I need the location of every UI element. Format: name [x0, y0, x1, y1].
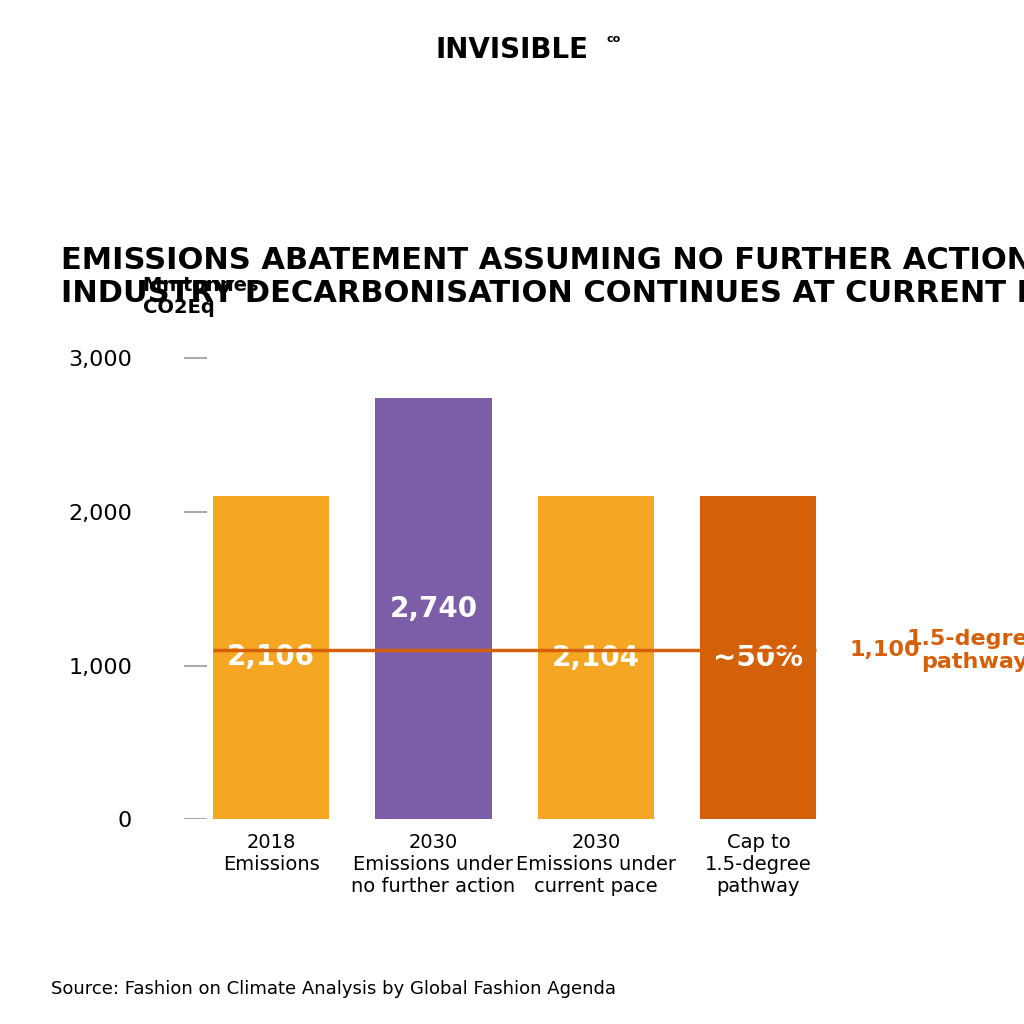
Text: INVISIBLE: INVISIBLE: [435, 36, 589, 63]
Text: Source: Fashion on Climate Analysis by Global Fashion Agenda: Source: Fashion on Climate Analysis by G…: [51, 980, 616, 998]
Text: ~50%: ~50%: [714, 644, 804, 672]
Bar: [213, 496, 329, 819]
Text: 2,106: 2,106: [227, 643, 315, 672]
Text: 1.5-degree
pathway: 1.5-degree pathway: [906, 629, 1024, 672]
Bar: [376, 398, 492, 819]
Text: 2,740: 2,740: [389, 595, 477, 623]
Bar: [538, 496, 654, 819]
Text: 1,100: 1,100: [850, 640, 921, 660]
Bar: [700, 496, 816, 819]
Text: co: co: [606, 34, 621, 44]
Text: 2,104: 2,104: [552, 644, 640, 672]
Text: Mn tonnes
CO2Eq: Mn tonnes CO2Eq: [143, 276, 259, 317]
Text: EMISSIONS ABATEMENT ASSUMING NO FURTHER ACTION; OR
INDUSTRY DECARBONISATION CONT: EMISSIONS ABATEMENT ASSUMING NO FURTHER …: [61, 246, 1024, 308]
